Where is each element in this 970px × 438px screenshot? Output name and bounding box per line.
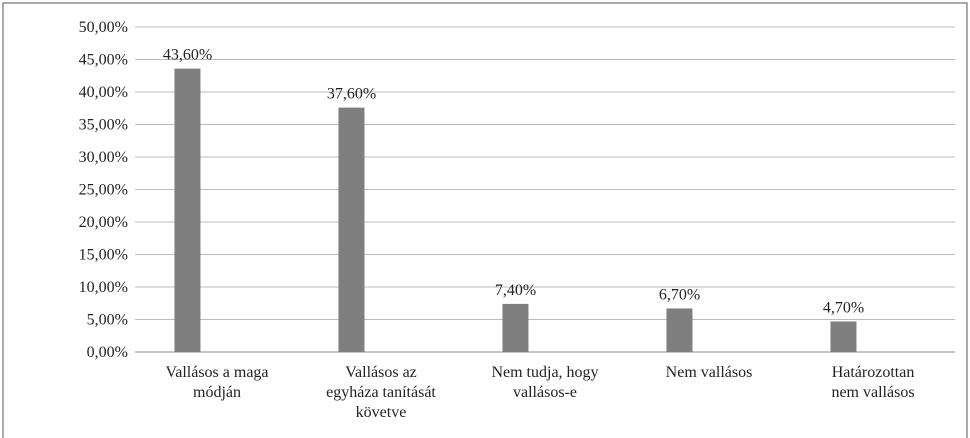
x-tick-label-line: nem vallásos [831,384,914,401]
value-label: 37,60% [327,86,376,103]
x-tick-label-line: egyháza tanítását [326,384,436,401]
y-tick-label: 20,00% [79,214,128,231]
x-tick-label-line: Nem tudja, hogy [491,364,598,381]
x-tick-label-line: Nem vallásos [666,364,753,381]
x-tick-label-line: vallásos-e [513,384,577,401]
y-tick-label: 0,00% [87,344,128,361]
bar [830,321,857,352]
y-tick-label: 50,00% [79,19,128,36]
y-tick-label: 25,00% [79,182,128,199]
bar [338,107,365,352]
x-tick-label-line: módján [193,384,241,401]
x-tick-label-line: Vallásos az [345,364,417,381]
y-tick-label: 5,00% [87,312,128,329]
value-label: 4,70% [823,299,864,316]
y-tick-label: 40,00% [79,84,128,101]
y-tick-label: 45,00% [79,52,128,69]
value-label: 7,40% [495,282,536,299]
value-label: 6,70% [659,286,700,303]
x-tick-label: Határozottan nem vallásos [831,364,914,401]
y-tick-label: 35,00% [79,117,128,134]
y-tick-label: 10,00% [79,279,128,296]
x-tick-label-line: követve [356,404,407,421]
bar [502,303,529,352]
bar [666,308,693,352]
x-tick-label: Nem vallásos [666,364,753,381]
x-tick-label: Vallásos az egyháza tanítását követve [326,364,436,421]
bar [174,68,201,352]
y-tick-label: 30,00% [79,149,128,166]
x-tick-label: Vallásos a maga módján [165,364,268,401]
value-label: 43,60% [163,47,212,64]
y-tick-label: 15,00% [79,247,128,264]
x-tick-label-line: Vallásos a maga [165,364,268,381]
x-tick-label: Nem tudja, hogy vallásos-e [491,364,598,401]
x-tick-label-line: Határozottan [832,364,915,381]
